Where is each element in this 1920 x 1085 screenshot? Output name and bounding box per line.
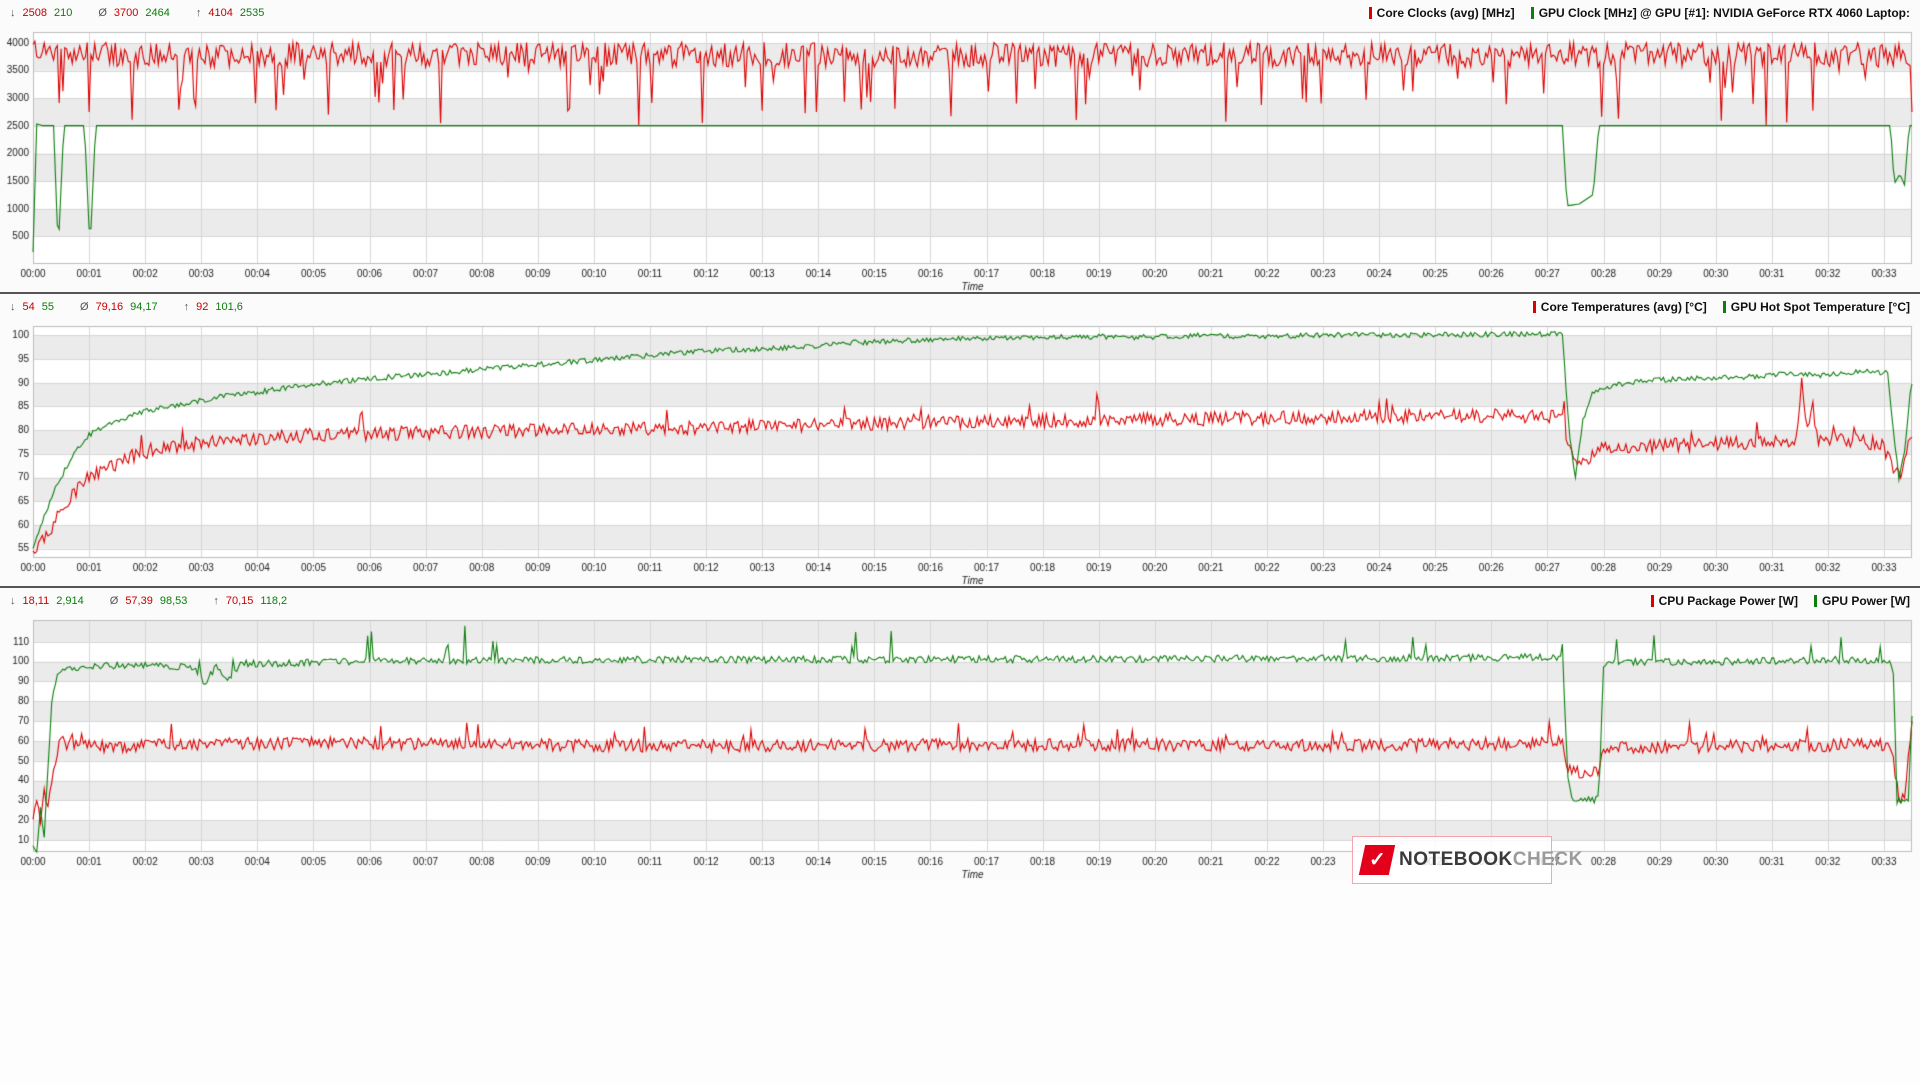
legend-gpu-hotspot: GPU Hot Spot Temperature [°C] <box>1722 300 1910 314</box>
clocks-stat-min: ↓ 2508 210 <box>10 7 72 19</box>
temps-max-cpu: 92 <box>196 301 209 313</box>
clocks-stat-avg: Ø 3700 2464 <box>98 7 170 19</box>
notebookcheck-watermark: ✓ NOTEBOOKCHECK <box>1352 836 1582 884</box>
core-clocks-swatch-icon <box>1368 7 1372 19</box>
max-arrow-icon: ↑ <box>195 7 202 19</box>
clocks-max-gpu: 2535 <box>239 7 265 19</box>
power-header: ↓ 18,11 2,914 Ø 57,39 98,53 ↑ 70,15 118,… <box>0 588 1920 614</box>
notebookcheck-logo-icon: ✓ <box>1358 845 1396 875</box>
power-max-cpu: 70,15 <box>225 595 254 607</box>
temps-max-gpu: 101,6 <box>215 301 243 313</box>
clocks-stat-max: ↑ 4104 2535 <box>196 7 264 19</box>
min-arrow-icon: ↓ <box>10 595 16 607</box>
footer-space <box>0 880 1920 1083</box>
min-arrow-icon: ↓ <box>10 7 16 19</box>
avg-symbol-icon: Ø <box>98 7 107 19</box>
power-min-gpu: 2,914 <box>56 595 84 607</box>
temperatures-chart-canvas <box>0 320 1920 586</box>
legend-gpu-clock: GPU Clock [MHz] @ GPU [#1]: NVIDIA GeFor… <box>1530 6 1910 20</box>
brand-secondary: CHECK <box>1512 849 1583 870</box>
power-stat-min: ↓ 18,11 2,914 <box>10 595 84 607</box>
power-avg-gpu: 98,53 <box>159 595 188 607</box>
gpu-power-swatch-icon <box>1813 595 1817 607</box>
power-legend: CPU Package Power [W] GPU Power [W] <box>1650 594 1910 608</box>
legend-gpu-hotspot-label: GPU Hot Spot Temperature [°C] <box>1730 300 1910 314</box>
power-max-gpu: 118,2 <box>260 595 288 607</box>
panel-temperatures: ↓ 54 55 Ø 79,16 94,17 ↑ 92 101,6 <box>0 294 1920 586</box>
avg-symbol-icon: Ø <box>80 301 89 313</box>
power-chart-canvas <box>0 614 1920 880</box>
gpu-hotspot-swatch-icon <box>1722 301 1726 313</box>
legend-core-temperatures-label: Core Temperatures (avg) [°C] <box>1540 300 1707 314</box>
temperatures-legend: Core Temperatures (avg) [°C] GPU Hot Spo… <box>1532 300 1910 314</box>
clocks-min-cpu: 2508 <box>22 7 47 19</box>
panel-clocks: ↓ 2508 210 Ø 3700 2464 ↑ 4104 2535 <box>0 0 1920 292</box>
legend-gpu-power: GPU Power [W] <box>1813 594 1910 608</box>
temps-stat-min: ↓ 54 55 <box>10 301 54 313</box>
temps-avg-gpu: 94,17 <box>130 301 158 313</box>
clocks-avg-cpu: 3700 <box>113 7 139 19</box>
temps-stat-avg: Ø 79,16 94,17 <box>80 301 158 313</box>
clocks-chart-canvas <box>0 26 1920 292</box>
power-stat-max: ↑ 70,15 118,2 <box>213 595 287 607</box>
temperatures-stats: ↓ 54 55 Ø 79,16 94,17 ↑ 92 101,6 <box>10 301 243 313</box>
legend-core-temperatures: Core Temperatures (avg) [°C] <box>1532 300 1707 314</box>
temps-min-gpu: 55 <box>41 301 54 313</box>
legend-gpu-clock-label: GPU Clock [MHz] @ GPU [#1]: NVIDIA GeFor… <box>1538 6 1910 20</box>
temperatures-header: ↓ 54 55 Ø 79,16 94,17 ↑ 92 101,6 <box>0 294 1920 320</box>
clocks-avg-gpu: 2464 <box>145 7 170 19</box>
legend-core-clocks: Core Clocks (avg) [MHz] <box>1368 6 1515 20</box>
clocks-stats: ↓ 2508 210 Ø 3700 2464 ↑ 4104 2535 <box>10 7 264 19</box>
clocks-header: ↓ 2508 210 Ø 3700 2464 ↑ 4104 2535 <box>0 0 1920 26</box>
panel-power: ↓ 18,11 2,914 Ø 57,39 98,53 ↑ 70,15 118,… <box>0 588 1920 880</box>
legend-cpu-power-label: CPU Package Power [W] <box>1658 594 1798 608</box>
temps-avg-cpu: 79,16 <box>95 301 124 313</box>
core-temperatures-swatch-icon <box>1532 301 1536 313</box>
clocks-legend: Core Clocks (avg) [MHz] GPU Clock [MHz] … <box>1368 6 1910 20</box>
temps-stat-max: ↑ 92 101,6 <box>184 301 243 313</box>
avg-symbol-icon: Ø <box>109 595 119 607</box>
max-arrow-icon: ↑ <box>213 595 219 607</box>
cpu-power-swatch-icon <box>1650 595 1654 607</box>
temps-min-cpu: 54 <box>22 301 35 313</box>
power-stats: ↓ 18,11 2,914 Ø 57,39 98,53 ↑ 70,15 118,… <box>10 595 287 607</box>
max-arrow-icon: ↑ <box>183 301 190 313</box>
panel-divider <box>0 292 1920 294</box>
power-min-cpu: 18,11 <box>22 595 50 607</box>
min-arrow-icon: ↓ <box>10 301 16 313</box>
legend-core-clocks-label: Core Clocks (avg) [MHz] <box>1376 6 1515 20</box>
power-stat-avg: Ø 57,39 98,53 <box>110 595 188 607</box>
brand-primary: NOTEBOOK <box>1399 849 1513 870</box>
clocks-max-cpu: 4104 <box>208 7 233 19</box>
power-avg-cpu: 57,39 <box>125 595 153 607</box>
notebookcheck-brand: NOTEBOOKCHECK <box>1399 849 1583 871</box>
check-icon: ✓ <box>1368 849 1386 871</box>
panel-divider <box>0 586 1920 588</box>
clocks-min-gpu: 210 <box>53 7 73 19</box>
legend-gpu-power-label: GPU Power [W] <box>1821 594 1910 608</box>
gpu-clock-swatch-icon <box>1530 7 1534 19</box>
legend-cpu-package-power: CPU Package Power [W] <box>1650 594 1798 608</box>
